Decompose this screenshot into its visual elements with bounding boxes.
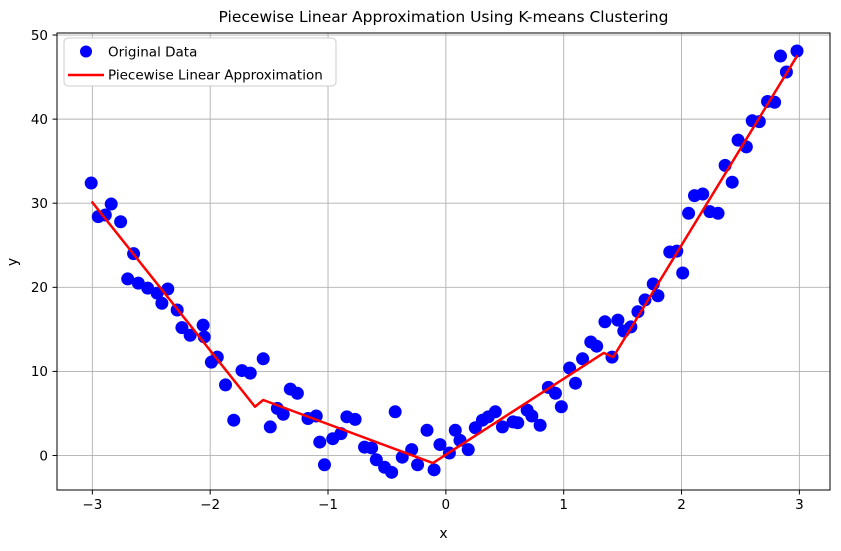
scatter-point: [525, 409, 539, 423]
scatter-point: [385, 465, 399, 479]
y-tick-label: 20: [31, 280, 48, 296]
scatter-point: [290, 386, 304, 400]
scatter-point: [256, 352, 270, 366]
scatter-point: [511, 416, 525, 430]
scatter-point: [682, 206, 696, 220]
legend-box: [63, 37, 337, 87]
y-tick-label: 40: [31, 112, 48, 128]
scatter-point: [711, 206, 725, 220]
scatter-point: [495, 420, 509, 434]
scatter-point: [548, 386, 562, 400]
legend: Original Data Piecewise Linear Approxima…: [63, 37, 337, 87]
scatter-point: [227, 413, 241, 427]
scatter-point: [631, 305, 645, 319]
scatter-point: [598, 315, 612, 329]
scatter-point: [533, 418, 547, 432]
scatter-point: [461, 443, 475, 457]
scatter-point: [411, 458, 425, 472]
scatter-point: [420, 423, 434, 437]
scatter-point: [433, 438, 447, 452]
scatter-point: [388, 405, 402, 419]
scatter-point: [219, 378, 233, 392]
scatter-point: [427, 463, 441, 477]
scatter-point: [114, 215, 128, 229]
x-tick-label: 0: [442, 497, 451, 513]
x-tick-label: −2: [200, 497, 220, 513]
legend-label-original-data: Original Data: [108, 45, 197, 61]
scatter-point: [696, 187, 710, 201]
scatter-point: [365, 441, 379, 455]
legend-label-piecewise: Piecewise Linear Approximation: [108, 68, 323, 84]
scatter-point: [590, 339, 604, 353]
scatter-point: [155, 296, 169, 310]
scatter-point: [488, 405, 502, 419]
scatter-point: [725, 175, 739, 189]
x-axis-label: x: [439, 526, 447, 542]
scatter-point: [651, 289, 665, 303]
scatter-point: [554, 400, 568, 414]
scatter-point: [183, 328, 197, 342]
scatter-point: [98, 208, 112, 222]
scatter-point: [568, 376, 582, 390]
scatter-point: [448, 423, 462, 437]
x-tick-label: 2: [677, 497, 686, 513]
scatter-point: [150, 286, 164, 300]
y-tick-label: 30: [31, 196, 48, 212]
scatter-point: [676, 266, 690, 280]
x-tick-label: −1: [318, 497, 338, 513]
scatter-point: [121, 272, 135, 286]
scatter-point: [175, 321, 189, 335]
y-axis-label: y: [5, 258, 21, 266]
scatter-point: [611, 313, 625, 327]
scatter-point: [790, 44, 804, 58]
y-tick-label: 0: [39, 448, 48, 464]
legend-marker-circle-icon: [80, 45, 92, 58]
scatter-point: [369, 453, 383, 467]
fit-line: [91, 54, 799, 465]
y-tick-label: 50: [31, 28, 48, 44]
scatter-point: [243, 366, 257, 380]
x-tick-label: −3: [82, 497, 102, 513]
scatter-point: [348, 412, 362, 426]
x-tick-label: 1: [559, 497, 568, 513]
scatter-point: [774, 49, 788, 63]
scatter-point: [563, 361, 577, 375]
scatter-point: [263, 420, 277, 434]
scatter-point: [196, 318, 210, 332]
scatter-point: [317, 458, 331, 472]
chart-title: Piecewise Linear Approximation Using K-m…: [219, 8, 669, 26]
scatter-point: [161, 282, 175, 296]
scatter-point: [84, 176, 98, 190]
scatter-point: [638, 293, 652, 307]
plot-border: [56, 32, 831, 491]
scatter-point: [313, 435, 327, 449]
x-tick-label: 3: [795, 497, 804, 513]
y-tick-label: 10: [31, 364, 48, 380]
scatter-point: [576, 352, 590, 366]
scatter-point: [104, 197, 118, 211]
scatter-point: [276, 407, 290, 421]
